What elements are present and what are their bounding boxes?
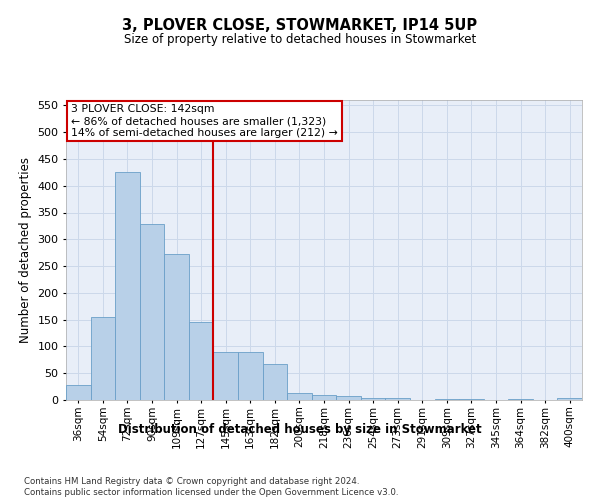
Bar xyxy=(361,398,385,400)
Bar xyxy=(336,396,361,400)
Bar xyxy=(263,364,287,400)
Text: 3 PLOVER CLOSE: 142sqm
← 86% of detached houses are smaller (1,323)
14% of semi-: 3 PLOVER CLOSE: 142sqm ← 86% of detached… xyxy=(71,104,338,138)
Bar xyxy=(66,385,91,400)
Text: 3, PLOVER CLOSE, STOWMARKET, IP14 5UP: 3, PLOVER CLOSE, STOWMARKET, IP14 5UP xyxy=(122,18,478,32)
Text: Distribution of detached houses by size in Stowmarket: Distribution of detached houses by size … xyxy=(118,422,482,436)
Bar xyxy=(115,172,140,400)
Bar xyxy=(140,224,164,400)
Text: Size of property relative to detached houses in Stowmarket: Size of property relative to detached ho… xyxy=(124,32,476,46)
Text: Contains HM Land Registry data © Crown copyright and database right 2024.
Contai: Contains HM Land Registry data © Crown c… xyxy=(24,478,398,497)
Bar xyxy=(164,254,189,400)
Bar xyxy=(189,322,214,400)
Bar xyxy=(385,398,410,400)
Bar xyxy=(214,352,238,400)
Bar xyxy=(287,393,312,400)
Y-axis label: Number of detached properties: Number of detached properties xyxy=(19,157,32,343)
Bar xyxy=(312,394,336,400)
Bar xyxy=(238,352,263,400)
Bar xyxy=(557,398,582,400)
Bar xyxy=(91,317,115,400)
